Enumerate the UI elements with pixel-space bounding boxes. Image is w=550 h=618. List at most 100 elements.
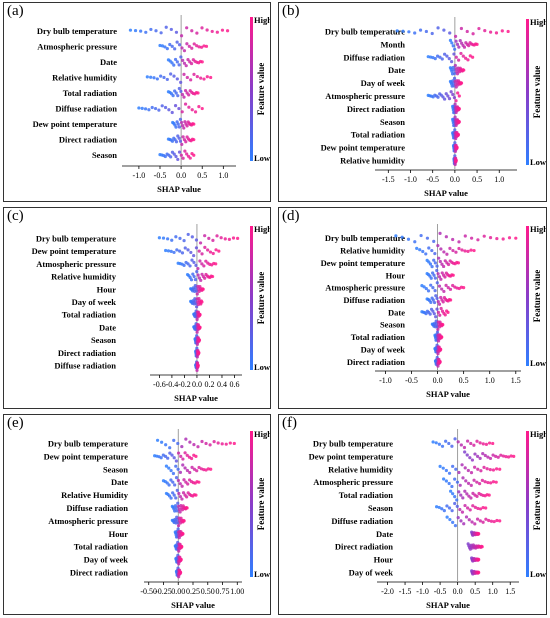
feature-label: Relative humidity	[52, 72, 118, 82]
shap-point	[192, 42, 196, 46]
shap-point	[498, 467, 502, 471]
shap-point	[169, 155, 173, 159]
shap-point	[491, 441, 495, 446]
shap-point	[499, 453, 503, 457]
shap-point	[407, 30, 411, 34]
shap-point	[170, 110, 174, 115]
panel-label: (b)	[282, 3, 300, 19]
shap-point	[199, 45, 204, 49]
shap-point	[195, 469, 199, 473]
shap-summary-plot: Dry bulb temperature Dew point temperatur…	[32, 224, 270, 403]
shap-point	[413, 240, 417, 244]
shap-point	[446, 262, 451, 267]
feature-label: Diffuse radiation	[54, 361, 116, 371]
shap-point	[202, 44, 206, 48]
panel-c: (c) Dry bulb temperature Dew point temper…	[3, 207, 271, 409]
shap-point	[182, 239, 186, 243]
shap-point	[207, 236, 211, 240]
shap-point	[186, 482, 190, 486]
shap-point	[188, 275, 192, 280]
shap-point	[186, 232, 190, 237]
shap-point	[160, 440, 164, 444]
shap-point	[489, 481, 493, 485]
shap-point	[441, 466, 445, 470]
x-axis-label: SHAP value	[171, 600, 215, 610]
shap-point	[461, 476, 465, 480]
shap-point	[185, 495, 189, 499]
feature-label: Hour	[109, 529, 129, 539]
shap-point	[178, 510, 182, 514]
shap-point	[431, 286, 435, 290]
shap-point	[167, 108, 171, 112]
shap-point	[204, 44, 209, 48]
shap-point	[189, 78, 193, 82]
x-tick-label: -1.0	[379, 376, 392, 385]
shap-point	[174, 506, 178, 510]
feature-label: Atmospheric pressure	[325, 91, 405, 101]
feature-label: Dew point temperature	[321, 258, 406, 268]
shap-point	[182, 519, 186, 523]
panel-label: (e)	[7, 415, 24, 431]
shap-point	[501, 454, 506, 458]
shap-point	[446, 310, 450, 314]
feature-label: Relative humidity	[340, 156, 406, 166]
shap-point	[192, 253, 196, 258]
x-tick-label: -1.0	[404, 175, 417, 184]
shap-point	[432, 300, 437, 305]
shap-point	[481, 520, 485, 524]
x-tick-label: 1.0	[488, 587, 498, 596]
shap-point	[208, 443, 212, 447]
shap-point	[475, 439, 479, 443]
shap-point	[206, 248, 210, 252]
shap-point	[468, 456, 472, 460]
shap-point	[456, 261, 461, 265]
shap-point	[215, 30, 219, 34]
shap-point	[159, 31, 163, 35]
feature-label: Day of week	[361, 78, 406, 88]
shap-point	[197, 338, 202, 342]
shap-point	[413, 31, 417, 35]
x-tick-label: -0.5	[405, 376, 418, 385]
shap-point	[170, 61, 174, 65]
shap-point	[180, 251, 185, 255]
shap-point	[422, 285, 426, 289]
shap-point	[438, 55, 442, 59]
colorbar-high-label: High	[530, 429, 546, 439]
shap-point	[220, 442, 224, 446]
shap-point	[176, 524, 181, 528]
panel-a: (a) Dry bulb temperature Atmospheric pres…	[3, 2, 271, 202]
shap-point	[462, 286, 466, 290]
x-tick-label: -0.5	[434, 587, 447, 596]
shap-point	[451, 492, 455, 496]
shap-point	[466, 58, 470, 62]
panel-label: (c)	[7, 208, 24, 224]
shap-point	[179, 558, 183, 562]
x-tick-label: -1.5	[382, 175, 395, 184]
shap-point	[210, 29, 214, 34]
shap-point	[453, 141, 457, 145]
shap-point	[424, 312, 428, 316]
shap-point	[469, 471, 474, 475]
feature-label: Total radiation	[63, 88, 118, 98]
shap-point	[154, 29, 158, 33]
shap-point	[415, 246, 419, 251]
shap-point	[462, 522, 466, 526]
shap-point	[170, 453, 174, 457]
shap-point	[143, 107, 148, 111]
feature-label: Season	[103, 464, 128, 474]
x-tick-label: 0.0	[453, 587, 463, 596]
feature-label: Total radiation	[351, 130, 406, 140]
shap-point	[485, 467, 489, 471]
x-tick-label: -0.25	[155, 587, 172, 596]
shap-point	[484, 442, 489, 446]
x-tick-label: 1.0	[218, 171, 228, 180]
shap-point	[450, 484, 454, 489]
shap-point	[453, 524, 458, 528]
shap-point	[169, 496, 173, 500]
shap-point	[453, 63, 457, 68]
feature-label: Relative humidity	[328, 464, 394, 474]
shap-point	[478, 519, 482, 523]
shap-point	[180, 110, 184, 114]
shap-point	[182, 49, 187, 53]
shap-point	[430, 264, 434, 269]
